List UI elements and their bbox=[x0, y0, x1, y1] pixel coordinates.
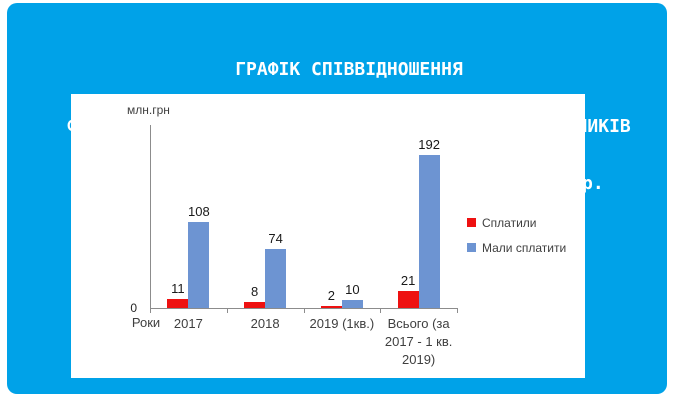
bar-value-label: 2 bbox=[327, 288, 335, 304]
bar-value-label: 10 bbox=[345, 282, 360, 297]
bar-value-label: 74 bbox=[268, 230, 283, 246]
title-line-1: ГРАФІК СПІВВІДНОШЕННЯ bbox=[235, 59, 463, 80]
chart-card: ГРАФІК СПІВВІДНОШЕННЯ ФАКТИЧНИХ ТА ОЧІКУ… bbox=[7, 3, 667, 394]
x-tick-label: 2019 (1кв.) bbox=[309, 316, 375, 331]
bar-value-label: 11 bbox=[171, 281, 185, 297]
x-axis-tick bbox=[226, 308, 228, 313]
bar-expected-2017 bbox=[188, 221, 210, 308]
legend-label: Сплатили bbox=[482, 215, 537, 230]
bar-value-label: 8 bbox=[251, 283, 259, 299]
bar-value-label: 21 bbox=[400, 273, 416, 289]
x-axis-title: Роки bbox=[131, 315, 161, 330]
x-axis-tick bbox=[303, 308, 305, 313]
x-axis-tick bbox=[150, 308, 151, 313]
legend-swatch-icon bbox=[467, 243, 476, 252]
bar-value-label: 108 bbox=[188, 203, 210, 219]
y-axis-line bbox=[150, 125, 151, 308]
y-axis-zero-label: 0 bbox=[130, 301, 137, 315]
x-axis-tick bbox=[380, 308, 382, 313]
legend-swatch-icon bbox=[467, 218, 476, 227]
legend-item-paid: Сплатили bbox=[467, 214, 566, 231]
bar-expected-Всього (за 2017 - 1 кв. 2019) bbox=[418, 154, 440, 308]
x-tick-label: 2018 bbox=[250, 316, 280, 331]
chart-panel: млн.грн 0 Роки 2017 11 108 2018 8 74 2019 (1кв… bbox=[71, 94, 585, 378]
y-axis-unit-label: млн.грн bbox=[127, 103, 170, 117]
x-tick-label: 2017 bbox=[173, 316, 203, 331]
bar-expected-2018 bbox=[265, 248, 287, 308]
x-axis-tick bbox=[457, 308, 458, 313]
bar-paid-2018 bbox=[244, 301, 266, 308]
legend-item-expected: Мали сплатити bbox=[467, 239, 566, 256]
legend-label: Мали сплатити bbox=[482, 240, 567, 255]
bar-paid-Всього (за 2017 - 1 кв. 2019) bbox=[397, 291, 419, 308]
x-tick-label: Всього (за 2017 - 1 кв. 2019) bbox=[384, 316, 453, 367]
bar-value-label: 192 bbox=[418, 136, 440, 152]
bar-expected-2019 (1кв.) bbox=[341, 300, 363, 308]
bar-paid-2019 (1кв.) bbox=[320, 306, 342, 308]
bar-paid-2017 bbox=[167, 299, 189, 308]
legend: Сплатили Мали сплатити bbox=[467, 214, 566, 264]
